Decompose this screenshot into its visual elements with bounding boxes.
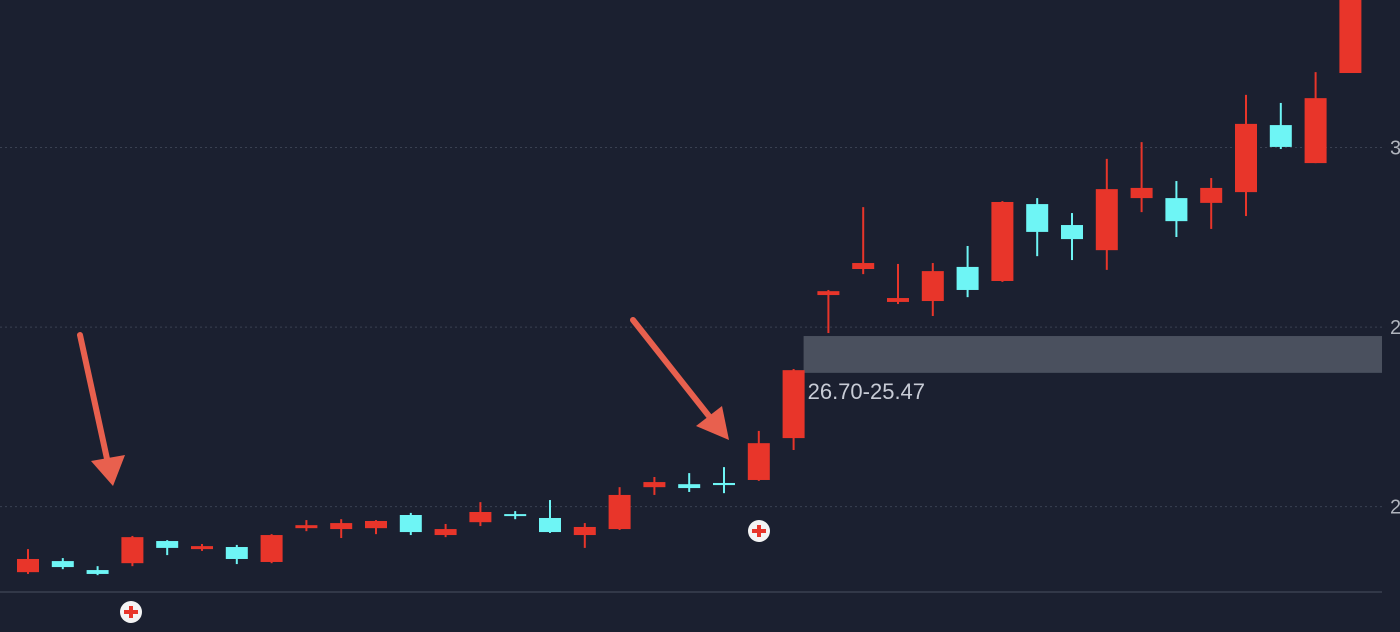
- candle-body: [608, 494, 631, 530]
- arrow-head: [91, 455, 125, 486]
- candle-body: [504, 514, 527, 517]
- candle-body: [469, 512, 492, 523]
- candle-body: [1061, 225, 1083, 240]
- candle-body: [1095, 189, 1118, 251]
- arrow-shaft: [630, 317, 719, 428]
- candle-body: [225, 547, 248, 559]
- arrow-head: [696, 406, 729, 440]
- candle-body: [921, 271, 944, 302]
- candle-body: [713, 482, 735, 486]
- candle-body: [86, 570, 109, 574]
- candle-body: [1304, 98, 1327, 164]
- candle-body: [782, 370, 805, 439]
- candle-body: [1269, 125, 1292, 147]
- candle-body: [1200, 187, 1223, 203]
- y-tick-label: 2: [1390, 497, 1400, 519]
- candle-body: [991, 201, 1014, 281]
- candle-body: [1339, 0, 1362, 74]
- arrow: [630, 317, 729, 440]
- candle-body: [295, 525, 318, 529]
- gap-zone-label: 26.70-25.47: [808, 379, 925, 404]
- signal-icon: [748, 520, 770, 542]
- candle-body: [956, 266, 979, 290]
- candle-body: [747, 443, 770, 480]
- arrow: [77, 332, 125, 486]
- y-tick-label: 2: [1390, 317, 1400, 339]
- candle-body: [434, 529, 457, 536]
- candle-body: [156, 541, 179, 548]
- candle-body: [17, 558, 39, 573]
- candle-body: [365, 520, 387, 529]
- candle-body: [817, 291, 840, 296]
- candle-body: [573, 526, 596, 536]
- candle-body: [399, 514, 422, 533]
- candle-body: [121, 537, 144, 564]
- candle-body: [260, 535, 283, 562]
- candle-body: [887, 298, 909, 302]
- candles-layer: [17, 0, 1362, 576]
- gap-zone: [803, 336, 1382, 373]
- candle-body: [51, 561, 74, 568]
- icon-cross: [752, 525, 766, 537]
- candle-body: [643, 482, 666, 488]
- arrow-shaft: [77, 332, 112, 471]
- candle-body: [1165, 198, 1188, 222]
- grid-layer: 3 2 2: [0, 138, 1400, 519]
- signal-icon: [120, 601, 142, 623]
- candle-body: [191, 546, 213, 550]
- icon-cross: [124, 606, 138, 618]
- candle-body: [1130, 187, 1153, 199]
- candle-body: [539, 517, 561, 533]
- y-tick-label: 3: [1390, 138, 1400, 160]
- candle-body: [330, 523, 353, 530]
- zone-layer: 26.70-25.47: [803, 336, 1382, 404]
- candle-body: [1235, 123, 1257, 193]
- candle-body: [852, 263, 875, 270]
- candle-body: [1026, 204, 1049, 232]
- candle-body: [678, 484, 701, 489]
